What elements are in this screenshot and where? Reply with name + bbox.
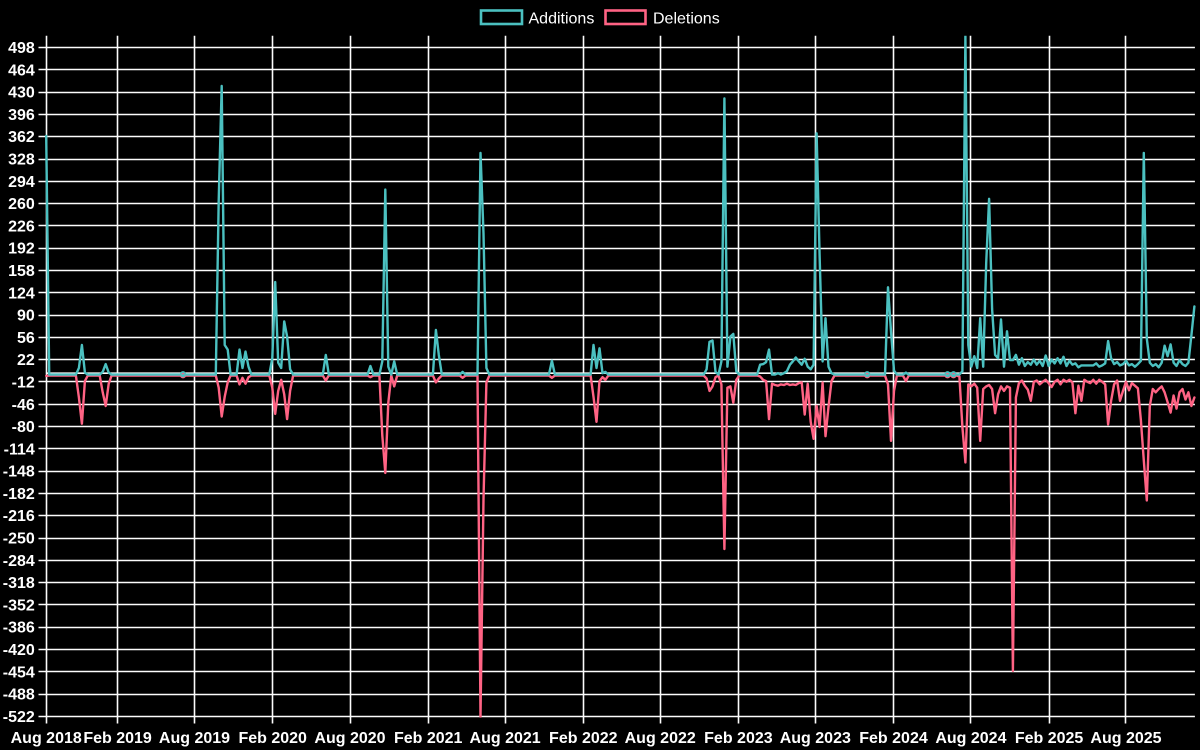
svg-text:Aug 2020: Aug 2020 <box>314 730 385 747</box>
svg-text:Aug 2023: Aug 2023 <box>780 730 851 747</box>
svg-text:-386: -386 <box>3 620 35 637</box>
svg-text:Aug 2025: Aug 2025 <box>1090 730 1161 747</box>
svg-text:Aug 2024: Aug 2024 <box>935 730 1006 747</box>
svg-text:328: 328 <box>8 152 35 169</box>
svg-text:Additions: Additions <box>529 11 595 28</box>
svg-text:Feb 2019: Feb 2019 <box>83 730 152 747</box>
svg-text:-148: -148 <box>3 464 35 481</box>
svg-text:-250: -250 <box>3 531 35 548</box>
svg-text:-182: -182 <box>3 486 35 503</box>
svg-text:464: 464 <box>8 62 35 79</box>
svg-text:56: 56 <box>17 330 35 347</box>
svg-text:-114: -114 <box>4 441 35 458</box>
svg-text:498: 498 <box>8 40 35 57</box>
svg-text:Feb 2021: Feb 2021 <box>394 730 463 747</box>
svg-text:22: 22 <box>17 352 35 369</box>
svg-text:-284: -284 <box>3 553 35 570</box>
svg-text:Feb 2023: Feb 2023 <box>704 730 773 747</box>
svg-text:-352: -352 <box>3 597 35 614</box>
svg-text:-12: -12 <box>12 375 35 392</box>
svg-text:Feb 2024: Feb 2024 <box>859 730 928 747</box>
svg-text:Aug 2022: Aug 2022 <box>625 730 696 747</box>
svg-text:Aug 2018: Aug 2018 <box>11 730 82 747</box>
svg-text:-454: -454 <box>3 664 35 681</box>
svg-text:Aug 2019: Aug 2019 <box>159 730 230 747</box>
svg-text:-488: -488 <box>3 687 35 704</box>
svg-text:-46: -46 <box>12 397 35 414</box>
svg-text:-420: -420 <box>3 642 35 659</box>
svg-text:-318: -318 <box>3 575 35 592</box>
svg-text:396: 396 <box>8 107 35 124</box>
svg-text:192: 192 <box>8 241 35 258</box>
svg-text:430: 430 <box>8 85 35 102</box>
svg-text:362: 362 <box>8 129 35 146</box>
svg-text:90: 90 <box>17 308 35 325</box>
svg-text:158: 158 <box>8 263 35 280</box>
svg-text:Deletions: Deletions <box>653 11 720 28</box>
svg-text:-80: -80 <box>12 419 35 436</box>
svg-text:294: 294 <box>8 174 35 191</box>
svg-text:260: 260 <box>8 196 35 213</box>
svg-text:Feb 2020: Feb 2020 <box>238 730 307 747</box>
svg-text:226: 226 <box>8 218 35 235</box>
svg-text:-522: -522 <box>3 709 35 726</box>
svg-text:124: 124 <box>8 285 35 302</box>
svg-text:Feb 2025: Feb 2025 <box>1015 730 1084 747</box>
svg-text:Aug 2021: Aug 2021 <box>470 730 541 747</box>
svg-text:-216: -216 <box>3 508 35 525</box>
svg-text:Feb 2022: Feb 2022 <box>549 730 618 747</box>
